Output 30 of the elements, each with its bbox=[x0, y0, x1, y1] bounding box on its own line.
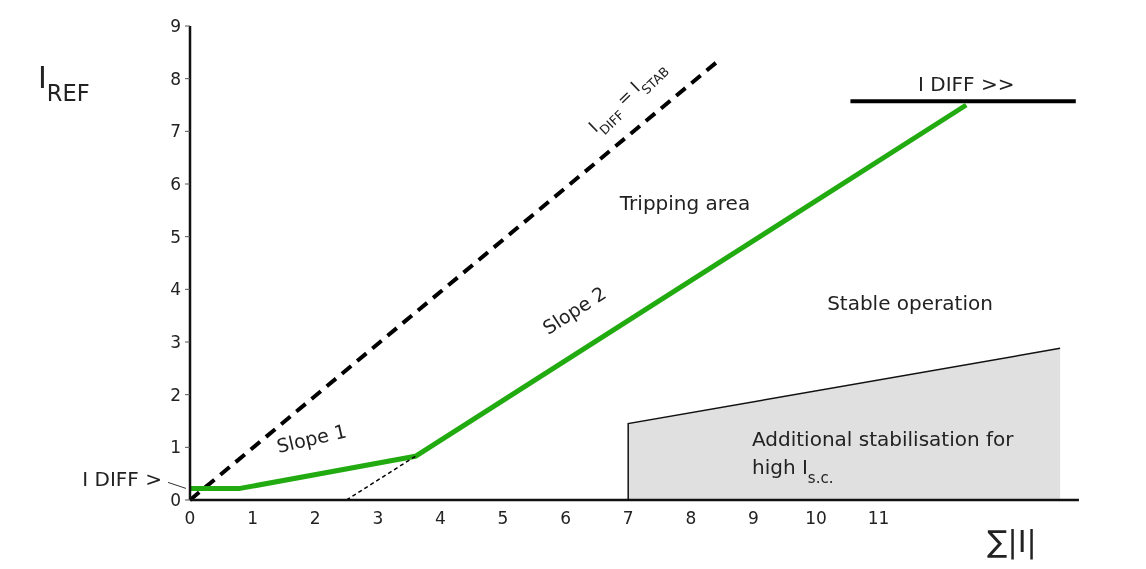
y-tick-label: 7 bbox=[170, 121, 181, 142]
annotation: I DIFF > bbox=[82, 467, 162, 492]
x-tick-label: 11 bbox=[867, 508, 890, 528]
y-tick-label: 5 bbox=[170, 226, 181, 247]
y-tick-label: 0 bbox=[170, 489, 181, 510]
y-tick-label: 4 bbox=[170, 279, 181, 300]
x-tick-label: 6 bbox=[560, 508, 572, 528]
x-axis-title: ∑|I| bbox=[987, 524, 1037, 560]
x-tick-label: 1 bbox=[247, 508, 259, 528]
annotation: Additional stabilisation for high I$_{s.c.}$ bbox=[752, 427, 1015, 487]
annotation: I DIFF >> bbox=[918, 72, 1015, 97]
x-tick-label: 0 bbox=[184, 508, 196, 528]
y-tick-label: 1 bbox=[170, 437, 181, 458]
x-tick-label: 3 bbox=[372, 508, 384, 528]
y-tick-label: 8 bbox=[170, 68, 181, 89]
x-tick-label: 8 bbox=[685, 508, 697, 528]
y-tick-label: 9 bbox=[170, 15, 181, 36]
annotation: Stable operation bbox=[827, 291, 993, 315]
x-tick-label: 4 bbox=[434, 508, 446, 528]
y-axis-title: I$_{REF}$ bbox=[38, 60, 90, 106]
y-tick-label: 2 bbox=[170, 384, 181, 405]
y-tick-label: 3 bbox=[170, 331, 181, 352]
x-tick-label: 5 bbox=[497, 508, 509, 528]
x-tick-label: 10 bbox=[805, 508, 827, 528]
annotation: Slope 1 bbox=[274, 419, 349, 457]
annotation: Tripping area bbox=[618, 191, 751, 215]
x-tick-label: 9 bbox=[747, 508, 759, 528]
x-tick-label: 2 bbox=[309, 508, 321, 528]
y-tick-label: 6 bbox=[170, 173, 181, 194]
x-tick-label: 7 bbox=[622, 508, 634, 528]
